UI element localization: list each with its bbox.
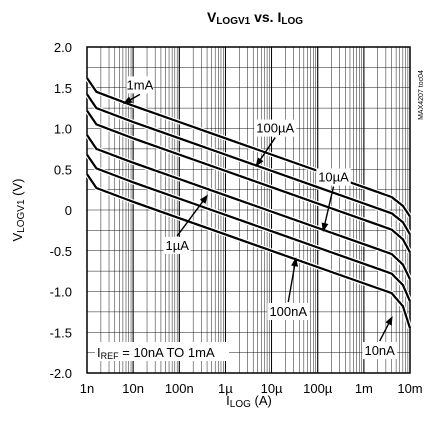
annotation-background [267, 302, 310, 320]
annotation-arrow [176, 198, 206, 237]
y-tick-label: 1.5 [54, 81, 72, 96]
series-line [86, 134, 411, 280]
annotation-background [362, 342, 397, 360]
y-tick-label: 2.0 [54, 40, 72, 55]
x-tick-label: 1m [355, 381, 373, 396]
y-tick-label: 1.0 [54, 122, 72, 137]
annotation-background [163, 236, 191, 254]
annotation-arrowhead [199, 194, 209, 204]
y-tick-label: -2.0 [50, 366, 72, 381]
annotation-label: 1mA [127, 77, 154, 92]
series-line [86, 173, 412, 329]
y-tick-label: -1.5 [50, 325, 72, 340]
annotation-background [126, 76, 154, 94]
annotation-arrow [258, 137, 276, 163]
x-tick-label: 1n [80, 381, 94, 396]
series-line [86, 77, 411, 218]
annotation-label: 10µA [318, 169, 349, 184]
series-line [86, 153, 412, 302]
grid [86, 46, 411, 374]
y-tick-label: 0 [65, 203, 72, 218]
y-tick-labels: 2.0 1.5 1.0 0.5 0 -0.5 -1.0 -1.5 -2.0 [50, 40, 72, 381]
x-tick-labels: 1n 10n 100n 1µ 10µ 100µ 1m 10m [80, 381, 423, 396]
annotation-arrowhead [385, 315, 393, 326]
annotation-arrowhead [122, 96, 133, 105]
y-tick-label: -1.0 [50, 285, 72, 300]
annotation-arrow [287, 263, 296, 303]
x-tick-label: 10n [122, 381, 144, 396]
annotation-background [316, 168, 351, 186]
series-lines [85, 76, 413, 329]
side-code: MAX4207 toc04 [418, 70, 425, 120]
y-axis-label: VLOGV1 (V) [10, 179, 27, 242]
annotation-arrow [379, 320, 391, 342]
chart-title: VLOGV1 vs. ILOG [207, 9, 303, 27]
x-tick-label: 10m [397, 381, 422, 396]
iref-note-background [95, 342, 229, 361]
x-tick-label: 1µ [218, 381, 233, 396]
series-line [86, 93, 411, 235]
annotation-arrowhead [291, 257, 298, 267]
x-tick-label: 100n [165, 381, 194, 396]
iref-note-text: IREF = 10nA TO 1mA [97, 345, 215, 361]
series-line [86, 109, 411, 253]
y-tick-label: -0.5 [50, 244, 72, 259]
annotation-label: 10nA [364, 343, 395, 358]
annotations: 1mA 100µA 10µA 1µA 100nA 10nA [122, 76, 397, 360]
x-tick-label: 10µ [261, 381, 283, 396]
annotation-background [254, 119, 297, 137]
y-tick-label: 0.5 [54, 162, 72, 177]
x-tick-label: 100µ [303, 381, 333, 396]
annotation-label: 1µA [165, 238, 189, 253]
plot-frame [86, 46, 411, 374]
annotation-arrowhead [255, 157, 264, 167]
annotation-label: 100nA [269, 304, 307, 319]
annotation-arrow [323, 186, 335, 227]
iref-note: IREF = 10nA TO 1mA [95, 342, 229, 361]
annotation-label: 100µA [256, 121, 294, 136]
x-axis-label: ILOG (A) [226, 393, 272, 410]
annotation-arrowhead [321, 222, 329, 233]
